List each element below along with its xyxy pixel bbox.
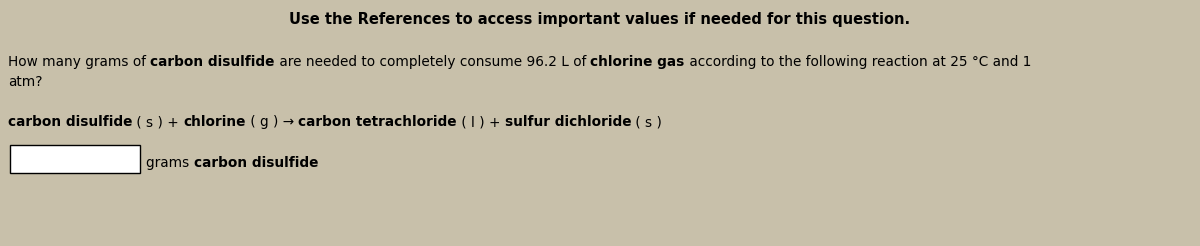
- Text: chlorine: chlorine: [184, 115, 246, 129]
- Text: carbon disulfide: carbon disulfide: [8, 115, 132, 129]
- FancyBboxPatch shape: [10, 145, 140, 173]
- Text: are needed to completely consume 96.2 L of: are needed to completely consume 96.2 L …: [275, 55, 590, 69]
- Text: according to the following reaction at 25 °C and 1: according to the following reaction at 2…: [685, 55, 1031, 69]
- Text: carbon disulfide: carbon disulfide: [150, 55, 275, 69]
- Text: carbon disulfide: carbon disulfide: [193, 156, 318, 170]
- Text: atm?: atm?: [8, 75, 42, 89]
- Text: How many grams of: How many grams of: [8, 55, 150, 69]
- Text: sulfur dichloride: sulfur dichloride: [505, 115, 631, 129]
- Text: Use the References to access important values if needed for this question.: Use the References to access important v…: [289, 12, 911, 27]
- Text: chlorine gas: chlorine gas: [590, 55, 685, 69]
- Text: ( s ): ( s ): [631, 115, 662, 129]
- Text: carbon tetrachloride: carbon tetrachloride: [299, 115, 457, 129]
- Text: ( l ) +: ( l ) +: [457, 115, 505, 129]
- Text: grams: grams: [146, 156, 193, 170]
- Text: ( g ) →: ( g ) →: [246, 115, 299, 129]
- Text: ( s ) +: ( s ) +: [132, 115, 184, 129]
